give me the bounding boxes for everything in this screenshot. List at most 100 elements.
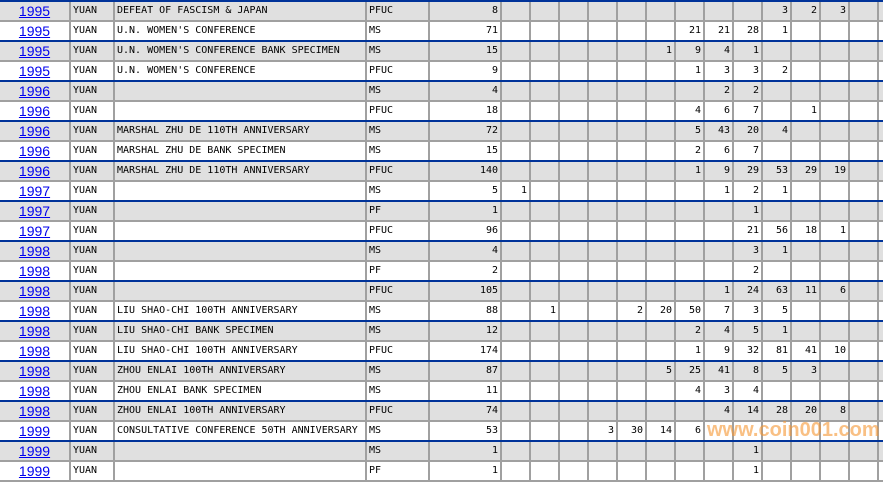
year-link[interactable]: 1998 (18, 303, 51, 319)
description-cell (115, 442, 367, 460)
total-cell: 12 (430, 322, 502, 340)
year-cell: 1995 (0, 2, 71, 20)
year-link[interactable]: 1999 (18, 443, 51, 459)
grade-count-cell: 1 (502, 182, 531, 200)
grade-count-cell (560, 262, 589, 280)
row-end (879, 282, 883, 300)
year-link[interactable]: 1997 (18, 203, 51, 219)
grade-count-cell (850, 122, 879, 140)
grade-type-cell: MS (367, 122, 430, 140)
table-row: 1999 YUAN CONSULTATIVE CONFERENCE 50TH ANN… (0, 422, 883, 442)
grade-count-cell (618, 202, 647, 220)
table-row: 1996 YUAN MARSHAL ZHU DE BANK SPECIMEN MS 15… (0, 142, 883, 162)
year-link[interactable]: 1995 (18, 63, 51, 79)
grade-count-cell (502, 362, 531, 380)
grade-count-cell (560, 202, 589, 220)
year-link[interactable]: 1996 (18, 103, 51, 119)
grade-count-cell (705, 222, 734, 240)
grade-count-cell (618, 362, 647, 380)
grade-count-cell (647, 202, 676, 220)
grade-count-cell: 10 (821, 342, 850, 360)
year-link[interactable]: 1999 (18, 423, 51, 439)
grade-count-cell (531, 422, 560, 440)
grade-count-cell (589, 162, 618, 180)
row-end (879, 462, 883, 480)
grade-count-cell (589, 302, 618, 320)
grade-count-cell (821, 122, 850, 140)
grade-count-cell (531, 282, 560, 300)
year-link[interactable]: 1995 (18, 43, 51, 59)
denomination-cell: YUAN (71, 82, 115, 100)
grade-count-cell: 8 (821, 402, 850, 420)
grade-count-cell (531, 442, 560, 460)
description-cell: MARSHAL ZHU DE 110TH ANNIVERSARY (115, 122, 367, 140)
grade-count-cell: 50 (676, 302, 705, 320)
grade-count-cell (502, 282, 531, 300)
grade-count-cell (618, 242, 647, 260)
year-link[interactable]: 1998 (18, 323, 51, 339)
year-link[interactable]: 1998 (18, 383, 51, 399)
year-link[interactable]: 1998 (18, 283, 51, 299)
row-end (879, 382, 883, 400)
year-link[interactable]: 1996 (18, 123, 51, 139)
grade-count-cell (502, 202, 531, 220)
total-cell: 15 (430, 142, 502, 160)
year-link[interactable]: 1997 (18, 223, 51, 239)
year-link[interactable]: 1995 (18, 3, 51, 19)
grade-count-cell (850, 102, 879, 120)
year-link[interactable]: 1996 (18, 163, 51, 179)
year-link[interactable]: 1997 (18, 183, 51, 199)
row-end (879, 342, 883, 360)
total-cell: 4 (430, 82, 502, 100)
grade-count-cell (821, 142, 850, 160)
year-cell: 1999 (0, 422, 71, 440)
grade-type-cell: PFUC (367, 222, 430, 240)
grade-count-cell (531, 362, 560, 380)
grade-count-cell: 1 (734, 42, 763, 60)
year-link[interactable]: 1996 (18, 143, 51, 159)
year-link[interactable]: 1998 (18, 363, 51, 379)
grade-count-cell (821, 442, 850, 460)
grade-count-cell (589, 62, 618, 80)
description-cell (115, 242, 367, 260)
year-link[interactable]: 1998 (18, 343, 51, 359)
grade-count-cell: 1 (821, 222, 850, 240)
grade-count-cell: 28 (763, 402, 792, 420)
year-link[interactable]: 1998 (18, 403, 51, 419)
grade-count-cell (502, 442, 531, 460)
grade-count-cell (502, 62, 531, 80)
grade-count-cell (792, 202, 821, 220)
year-link[interactable]: 1996 (18, 83, 51, 99)
year-cell: 1996 (0, 122, 71, 140)
table-row: 1997 YUAN PF 1 1 (0, 200, 883, 222)
year-link[interactable]: 1999 (18, 463, 51, 479)
description-cell: U.N. WOMEN'S CONFERENCE BANK SPECIMEN (115, 42, 367, 60)
grade-count-cell (763, 382, 792, 400)
grade-count-cell: 5 (647, 362, 676, 380)
grade-count-cell: 63 (763, 282, 792, 300)
grade-count-cell: 4 (763, 122, 792, 140)
grade-count-cell (589, 382, 618, 400)
grade-count-cell (531, 342, 560, 360)
year-cell: 1997 (0, 202, 71, 220)
grade-count-cell (676, 202, 705, 220)
grade-count-cell: 6 (705, 102, 734, 120)
grade-count-cell (821, 62, 850, 80)
grade-count-cell (589, 342, 618, 360)
grade-count-cell (589, 442, 618, 460)
denomination-cell: YUAN (71, 2, 115, 20)
year-link[interactable]: 1998 (18, 243, 51, 259)
grade-count-cell: 21 (734, 222, 763, 240)
year-cell: 1996 (0, 162, 71, 180)
grade-count-cell (705, 422, 734, 440)
year-link[interactable]: 1998 (18, 263, 51, 279)
table-row: 1998 YUAN ZHOU ENLAI BANK SPECIMEN MS 11 4 3 4 (0, 382, 883, 402)
grade-type-cell: PFUC (367, 62, 430, 80)
year-link[interactable]: 1995 (18, 23, 51, 39)
denomination-cell: YUAN (71, 162, 115, 180)
total-cell: 1 (430, 462, 502, 480)
grade-count-cell (618, 22, 647, 40)
grade-count-cell: 2 (734, 182, 763, 200)
grade-count-cell (763, 442, 792, 460)
